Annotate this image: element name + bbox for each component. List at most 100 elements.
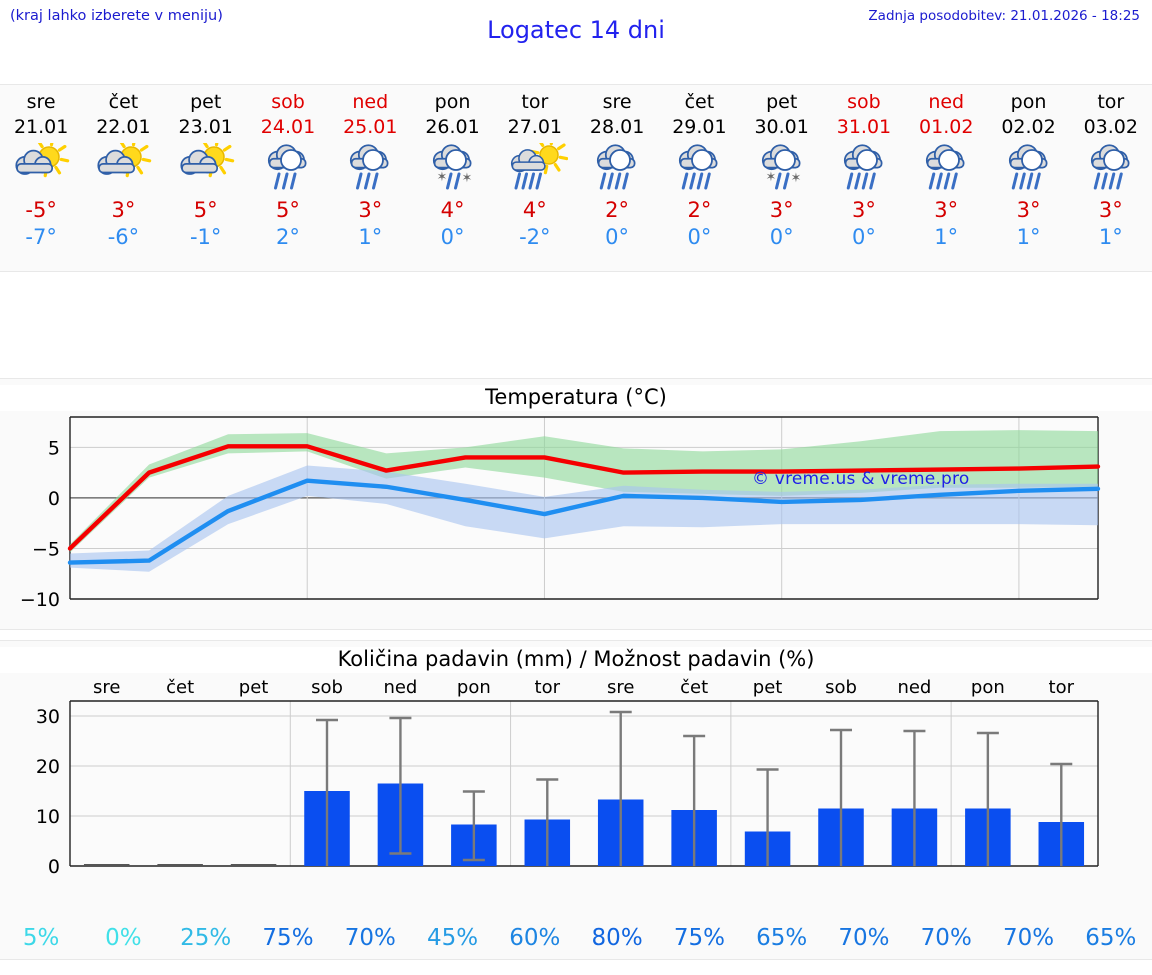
svg-text:ned: ned [383, 677, 417, 698]
page-header: (kraj lahko izberete v meniju) Logatec 1… [0, 0, 1152, 46]
day-max-temperature: 3° [111, 198, 136, 222]
day-column[interactable]: sob 24.01 5° 2° [247, 85, 329, 271]
day-column[interactable]: pon 26.01 ✶ ✶ 4° 0° [411, 85, 493, 271]
day-date-label: 27.01 [507, 116, 563, 138]
precipitation-probability-label: 75% [262, 925, 314, 951]
day-max-temperature: 3° [1098, 198, 1123, 222]
day-max-temperature: -5° [25, 198, 57, 222]
day-of-week-label: pon [434, 91, 471, 113]
day-of-week-label: sob [847, 91, 881, 113]
day-of-week-label: sre [602, 91, 632, 113]
day-min-temperature: 1° [1098, 225, 1123, 249]
svg-text:sob: sob [825, 677, 857, 698]
svg-text:sre: sre [607, 677, 634, 698]
heavy-rain-icon [584, 141, 650, 197]
day-of-week-label: ned [928, 91, 965, 113]
svg-text:pet: pet [753, 677, 783, 698]
day-column[interactable]: čet 29.01 2° 0° [658, 85, 740, 271]
day-max-temperature: 4° [522, 198, 547, 222]
page-title: Logatec 14 dni [487, 16, 665, 44]
day-min-temperature: 0° [440, 225, 465, 249]
day-column[interactable]: pet 30.01 ✶ ✶ 3° 0° [741, 85, 823, 271]
heavy-rain-icon [666, 141, 732, 197]
day-date-label: 29.01 [672, 116, 727, 138]
day-column[interactable]: ned 25.01 3° 1° [329, 85, 411, 271]
day-column[interactable]: tor 27.01 4° -2° [494, 85, 576, 271]
partly-cloudy-icon [8, 141, 74, 197]
svg-text:5: 5 [48, 437, 60, 459]
precipitation-chart-title: Količina padavin (mm) / Možnost padavin … [0, 647, 1152, 673]
temperature-chart-title: Temperatura (°C) [0, 385, 1152, 411]
day-column[interactable]: tor 03.02 3° 1° [1070, 85, 1152, 271]
day-date-label: 25.01 [343, 116, 398, 138]
svg-text:sob: sob [311, 677, 343, 698]
precipitation-probability-label: 70% [1002, 925, 1055, 951]
day-of-week-label: sob [271, 91, 305, 113]
svg-text:10: 10 [36, 806, 60, 828]
svg-text:tor: tor [535, 677, 561, 698]
partly-cloudy-icon [90, 141, 156, 197]
precipitation-chart-block: Količina padavin (mm) / Možnost padavin … [0, 640, 1152, 960]
day-min-temperature: -7° [25, 225, 57, 249]
day-max-temperature: 4° [440, 198, 465, 222]
sleet-icon: ✶ ✶ [749, 141, 815, 197]
day-column[interactable]: pon 02.02 3° 1° [987, 85, 1069, 271]
day-min-temperature: -6° [107, 225, 140, 249]
day-min-temperature: 0° [687, 225, 712, 249]
day-date-label: 26.01 [425, 116, 480, 138]
day-max-temperature: 3° [852, 198, 876, 222]
precipitation-probability-label: 60% [509, 925, 561, 951]
svg-text:tor: tor [1049, 677, 1075, 698]
last-update-label: Zadnja posodobitev: 21.01.2026 - 18:25 [868, 8, 1140, 24]
day-column[interactable]: pet 23.01 5° -1° [165, 85, 247, 271]
partly-cloudy-icon [173, 141, 239, 197]
day-date-label: 21.01 [13, 116, 69, 138]
day-min-temperature: 1° [358, 225, 383, 249]
day-max-temperature: 3° [769, 198, 794, 222]
day-min-temperature: 0° [605, 225, 630, 249]
day-column[interactable]: sre 28.01 2° 0° [576, 85, 658, 271]
precipitation-probability-label: 70% [344, 925, 396, 951]
day-date-label: 03.02 [1083, 116, 1138, 138]
svg-text:✶: ✶ [461, 171, 472, 186]
temperature-chart-block: Temperatura (°C) −10 −5 0 5 © vreme.us & vr… [0, 378, 1152, 630]
svg-text:0: 0 [48, 488, 60, 510]
day-max-temperature: 3° [934, 198, 959, 222]
day-column[interactable]: sre 21.01 -5° -7° [0, 85, 82, 271]
daily-forecast-strip: sre 21.01 -5° -7° čet 22.01 3° -6° pet 23.01 5° -1°… [0, 84, 1152, 272]
day-max-temperature: 5° [276, 198, 300, 222]
svg-text:pon: pon [457, 677, 491, 698]
precipitation-probability-label: 70% [920, 925, 972, 951]
day-of-week-label: pon [1010, 91, 1047, 113]
precipitation-probability-label: 0% [105, 925, 142, 951]
day-column[interactable]: ned 01.02 3° 1° [905, 85, 987, 271]
day-date-label: 22.01 [96, 116, 151, 138]
day-of-week-label: tor [521, 91, 549, 113]
sleet-icon: ✶ ✶ [420, 141, 486, 197]
day-date-label: 01.02 [919, 116, 974, 138]
svg-text:20: 20 [36, 756, 60, 778]
heavy-rain-icon [831, 141, 897, 197]
day-date-label: 30.01 [754, 116, 809, 138]
day-column[interactable]: čet 22.01 3° -6° [82, 85, 164, 271]
day-date-label: 02.02 [1001, 116, 1056, 138]
day-max-temperature: 3° [358, 198, 383, 222]
day-min-temperature: 1° [934, 225, 959, 249]
day-of-week-label: čet [108, 91, 139, 113]
svg-text:čet: čet [166, 677, 194, 698]
day-date-label: 31.01 [836, 116, 892, 138]
day-max-temperature: 2° [687, 198, 712, 222]
day-min-temperature: -2° [519, 225, 551, 249]
precipitation-probability-label: 75% [673, 925, 725, 951]
day-column[interactable]: sob 31.01 3° 0° [823, 85, 905, 271]
day-max-temperature: 2° [605, 198, 630, 222]
svg-text:pet: pet [239, 677, 269, 698]
day-of-week-label: ned [352, 91, 389, 113]
day-of-week-label: pet [766, 91, 798, 113]
svg-text:−5: −5 [32, 538, 60, 560]
day-of-week-label: čet [684, 91, 715, 113]
day-date-label: 23.01 [178, 116, 233, 138]
svg-text:pon: pon [971, 677, 1005, 698]
svg-text:sre: sre [93, 677, 120, 698]
